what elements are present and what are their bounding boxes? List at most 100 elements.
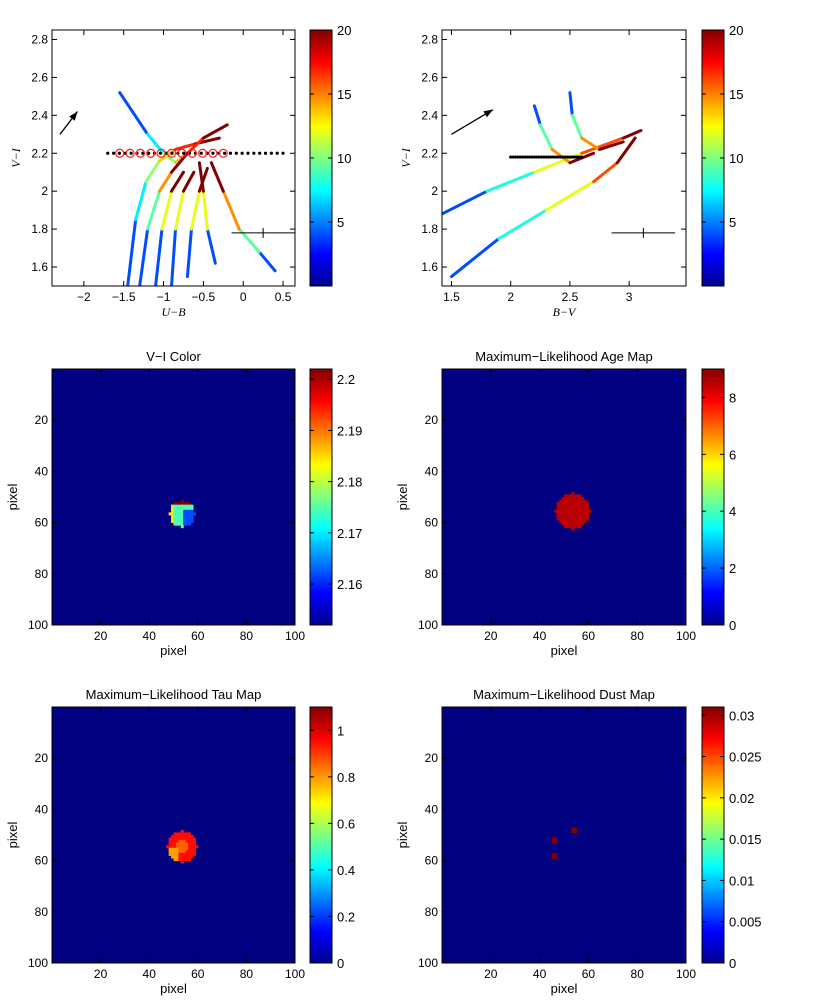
track-3-segment (538, 123, 554, 151)
heatmap-cell (185, 502, 189, 506)
heatmap-cell (173, 507, 177, 511)
heatmap-cell (171, 840, 175, 844)
y-tick-label: 20 (35, 751, 49, 765)
heatmap-cell (571, 512, 575, 516)
heatmap-cell (168, 842, 172, 846)
heatmap-cell (190, 520, 194, 524)
heatmap-cell (192, 845, 196, 849)
heatmap-cell (180, 522, 184, 526)
heatmap-cell (576, 512, 580, 516)
best-fit-marker (187, 148, 197, 158)
heatmap-cell (576, 517, 580, 521)
heatmap-cell (180, 835, 184, 839)
observed-point (537, 155, 541, 159)
heatmap-cell (171, 512, 175, 516)
heatmap-cell (571, 499, 575, 503)
observed-point (518, 155, 522, 159)
heatmap-cell (180, 520, 184, 524)
heatmap-cell (183, 520, 187, 524)
color-color-ub-axes-box (51, 29, 296, 287)
heatmap-cell (566, 522, 570, 526)
y-axis-label: pixel (5, 484, 20, 511)
colorbar (701, 368, 725, 626)
heatmap-cell (564, 520, 568, 524)
heatmap-cell (568, 502, 572, 506)
track-1-segment (134, 180, 148, 222)
heatmap-cell (183, 522, 187, 526)
heatmap-cell (561, 497, 565, 501)
heatmap-cell (581, 522, 585, 526)
observed-point (568, 155, 572, 159)
y-tick-label: 2.6 (421, 70, 438, 84)
heatmap-cell (183, 835, 187, 839)
best-fit-marker (166, 148, 177, 158)
heatmap-cell (583, 509, 587, 513)
heatmap-cell (178, 520, 182, 524)
heatmap-cell (192, 847, 196, 851)
heatmap-cell (564, 514, 568, 518)
heatmap-cell (559, 520, 563, 524)
x-tick-label: 40 (533, 629, 547, 643)
heatmap-cell (564, 509, 568, 513)
colorbar-tick-label: 2.17 (337, 526, 362, 541)
heatmap-cell (583, 517, 587, 521)
map-tau-plot (52, 707, 295, 963)
heatmap-cell (585, 514, 589, 518)
colorbar-tick-label: 0 (729, 956, 736, 971)
colorbar-tick-label: 0.4 (337, 863, 355, 878)
heatmap-cell (185, 517, 189, 521)
heatmap-background (52, 369, 295, 625)
heatmap-cell (173, 858, 177, 862)
heatmap-cell (183, 842, 187, 846)
heatmap-cell (180, 525, 184, 529)
colorbar-tick-label: 5 (729, 215, 736, 230)
heatmap-cell (559, 502, 563, 506)
best-fit-marker (146, 148, 156, 158)
heatmap-cell (571, 527, 575, 531)
heatmap-cell (568, 517, 572, 521)
x-tick-label: −1.5 (112, 290, 136, 304)
colorbar-tick-label: 20 (337, 23, 351, 38)
heatmap-cell (556, 509, 560, 513)
heatmap-cell (561, 509, 565, 513)
track-1-segment (144, 159, 162, 184)
y-tick-label: 60 (425, 854, 439, 868)
observed-point (575, 155, 579, 159)
observed-point (577, 155, 581, 159)
heatmap-cell (576, 499, 580, 503)
heatmap-cell (180, 860, 184, 864)
y-tick-label: 20 (35, 413, 49, 427)
observed-point (532, 155, 536, 159)
y-tick-label: 2.2 (421, 146, 438, 160)
heatmap-cell (559, 517, 563, 521)
heatmap-cell (556, 512, 560, 516)
heatmap-cell (568, 512, 572, 516)
colorbar-tick-label: 0.03 (729, 708, 754, 723)
reddening-arrow-head (483, 109, 493, 118)
observed-point (509, 155, 513, 159)
heatmap-cell (192, 512, 196, 516)
x-tick-label: 80 (631, 967, 645, 981)
heatmap-cell (561, 502, 565, 506)
heatmap-cell (568, 499, 572, 503)
x-axis-label: pixel (551, 643, 578, 658)
heatmap-cell (168, 845, 172, 849)
heatmap-cell (183, 840, 187, 844)
heatmap-cell (175, 845, 179, 849)
heatmap-cell (173, 514, 177, 518)
heatmap-cell (175, 509, 179, 513)
heatmap-cell (585, 509, 589, 513)
heatmap-cell (556, 504, 560, 508)
heatmap-cell (173, 517, 177, 521)
heatmap-cell (168, 850, 172, 854)
observed-point (228, 151, 233, 155)
observed-point (240, 151, 244, 155)
track-5-segment (181, 170, 196, 193)
heatmap-cell (173, 850, 177, 854)
heatmap-cell (578, 507, 582, 511)
heatmap-cell (185, 845, 189, 849)
y-tick-label: 2.8 (31, 32, 48, 46)
heatmap-cell (564, 502, 568, 506)
heatmap-cell (564, 512, 568, 516)
y-tick-label: 20 (425, 751, 439, 765)
